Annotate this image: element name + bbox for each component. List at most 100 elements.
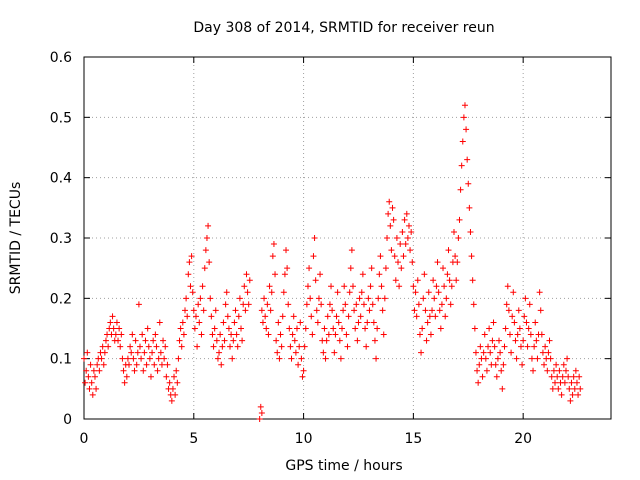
data-point bbox=[486, 325, 493, 332]
data-point bbox=[373, 355, 380, 362]
data-point bbox=[168, 397, 175, 404]
data-point bbox=[436, 307, 443, 314]
x-tick-label: 5 bbox=[189, 431, 198, 447]
data-point bbox=[115, 337, 122, 344]
data-point bbox=[188, 253, 195, 260]
data-point bbox=[128, 349, 135, 356]
data-point bbox=[492, 361, 499, 368]
data-point bbox=[176, 337, 183, 344]
data-point bbox=[206, 259, 213, 266]
data-point bbox=[217, 331, 224, 338]
data-point bbox=[474, 367, 481, 374]
data-point bbox=[447, 301, 454, 308]
data-point bbox=[225, 325, 232, 332]
data-point bbox=[96, 367, 103, 374]
data-point bbox=[414, 277, 421, 284]
data-point bbox=[398, 265, 405, 272]
data-point bbox=[242, 307, 249, 314]
data-point bbox=[289, 331, 296, 338]
data-point bbox=[261, 295, 268, 302]
data-point bbox=[179, 319, 186, 326]
data-point bbox=[126, 361, 133, 368]
data-point bbox=[224, 313, 231, 320]
data-point bbox=[568, 379, 575, 386]
data-point bbox=[147, 373, 154, 380]
data-point bbox=[329, 307, 336, 314]
data-point bbox=[200, 307, 207, 314]
data-point bbox=[182, 307, 189, 314]
data-point bbox=[102, 337, 109, 344]
data-point bbox=[292, 349, 299, 356]
data-point bbox=[287, 343, 294, 350]
data-point bbox=[345, 313, 352, 320]
data-point bbox=[415, 301, 422, 308]
data-point bbox=[240, 301, 247, 308]
data-point bbox=[296, 343, 303, 350]
data-point bbox=[207, 295, 214, 302]
data-point bbox=[223, 289, 230, 296]
data-point bbox=[491, 343, 498, 350]
data-point bbox=[418, 349, 425, 356]
data-point bbox=[158, 361, 165, 368]
data-point bbox=[500, 361, 507, 368]
data-point bbox=[112, 331, 119, 338]
data-point bbox=[107, 319, 114, 326]
data-point bbox=[86, 385, 93, 392]
data-point bbox=[87, 361, 94, 368]
data-point bbox=[505, 307, 512, 314]
data-point bbox=[548, 373, 555, 380]
data-point bbox=[527, 331, 534, 338]
data-point bbox=[455, 235, 462, 241]
data-point bbox=[348, 247, 355, 254]
data-point bbox=[174, 379, 181, 386]
data-point bbox=[420, 295, 427, 302]
y-tick-label: 0.3 bbox=[50, 231, 72, 247]
data-point bbox=[369, 301, 376, 308]
data-point bbox=[522, 295, 529, 302]
data-point bbox=[262, 313, 269, 320]
data-point bbox=[171, 373, 178, 380]
data-point bbox=[258, 409, 265, 416]
data-point bbox=[571, 385, 578, 392]
data-point bbox=[285, 301, 292, 308]
data-point bbox=[93, 385, 100, 392]
data-point bbox=[404, 235, 411, 241]
data-point bbox=[504, 283, 511, 290]
data-point bbox=[199, 283, 206, 290]
data-point bbox=[266, 283, 273, 290]
data-point bbox=[510, 289, 517, 296]
data-point bbox=[195, 301, 202, 308]
data-point bbox=[337, 355, 344, 362]
data-point bbox=[272, 271, 279, 278]
data-point bbox=[477, 343, 484, 350]
data-point bbox=[256, 416, 263, 422]
data-point bbox=[130, 355, 137, 362]
data-point bbox=[284, 265, 291, 272]
data-point bbox=[297, 319, 304, 326]
data-point bbox=[541, 361, 548, 368]
data-point bbox=[556, 367, 563, 374]
data-point bbox=[157, 349, 164, 356]
data-point bbox=[433, 283, 440, 290]
data-point bbox=[561, 379, 568, 386]
data-point bbox=[303, 301, 310, 308]
data-point bbox=[323, 337, 330, 344]
data-point bbox=[421, 271, 428, 278]
data-point bbox=[244, 289, 251, 296]
data-point bbox=[343, 331, 350, 338]
data-point bbox=[196, 319, 203, 326]
data-point bbox=[136, 343, 143, 350]
data-point bbox=[434, 259, 441, 266]
data-point bbox=[275, 319, 282, 326]
data-point bbox=[426, 313, 433, 320]
data-point bbox=[577, 385, 584, 392]
data-point bbox=[145, 343, 152, 350]
data-point bbox=[320, 349, 327, 356]
data-point bbox=[547, 355, 554, 362]
data-point bbox=[534, 355, 541, 362]
y-tick-label: 0.1 bbox=[50, 352, 72, 368]
data-point bbox=[238, 325, 245, 332]
data-point bbox=[189, 289, 196, 296]
x-axis-label: GPS time / hours bbox=[285, 458, 402, 474]
data-point bbox=[341, 283, 348, 290]
